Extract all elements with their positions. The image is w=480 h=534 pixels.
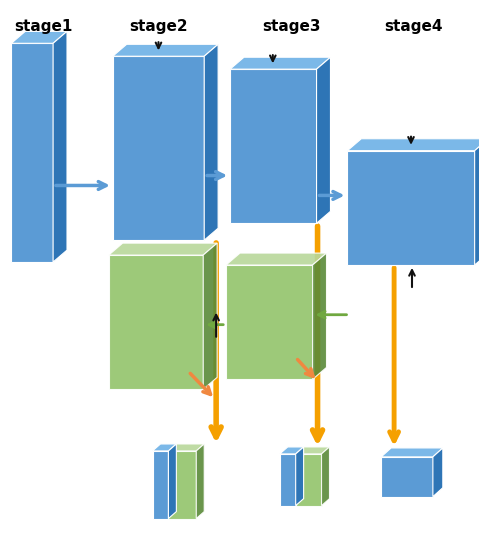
Polygon shape: [113, 44, 218, 56]
Polygon shape: [296, 447, 329, 454]
Polygon shape: [433, 448, 443, 497]
Polygon shape: [12, 32, 67, 43]
Polygon shape: [168, 444, 176, 519]
Polygon shape: [322, 447, 329, 506]
Polygon shape: [381, 457, 433, 497]
Polygon shape: [153, 444, 176, 451]
Text: stage1: stage1: [14, 19, 72, 34]
Polygon shape: [168, 451, 196, 519]
Polygon shape: [296, 454, 322, 506]
Polygon shape: [280, 447, 304, 454]
Polygon shape: [203, 243, 217, 389]
Polygon shape: [109, 255, 203, 389]
Polygon shape: [113, 56, 204, 240]
Polygon shape: [168, 444, 204, 451]
Polygon shape: [280, 454, 296, 506]
Polygon shape: [196, 444, 204, 519]
Polygon shape: [109, 243, 217, 255]
Polygon shape: [230, 57, 330, 69]
Polygon shape: [296, 447, 304, 506]
Polygon shape: [204, 44, 218, 240]
Polygon shape: [312, 253, 326, 379]
Polygon shape: [226, 265, 312, 379]
Polygon shape: [53, 32, 67, 262]
Polygon shape: [12, 43, 53, 262]
Polygon shape: [381, 448, 443, 457]
Polygon shape: [348, 151, 475, 265]
Polygon shape: [153, 451, 168, 519]
Polygon shape: [475, 139, 480, 265]
Polygon shape: [316, 57, 330, 223]
Text: stage3: stage3: [263, 19, 321, 34]
Text: stage2: stage2: [129, 19, 188, 34]
Polygon shape: [230, 69, 316, 223]
Polygon shape: [348, 139, 480, 151]
Text: stage4: stage4: [385, 19, 443, 34]
Polygon shape: [226, 253, 326, 265]
